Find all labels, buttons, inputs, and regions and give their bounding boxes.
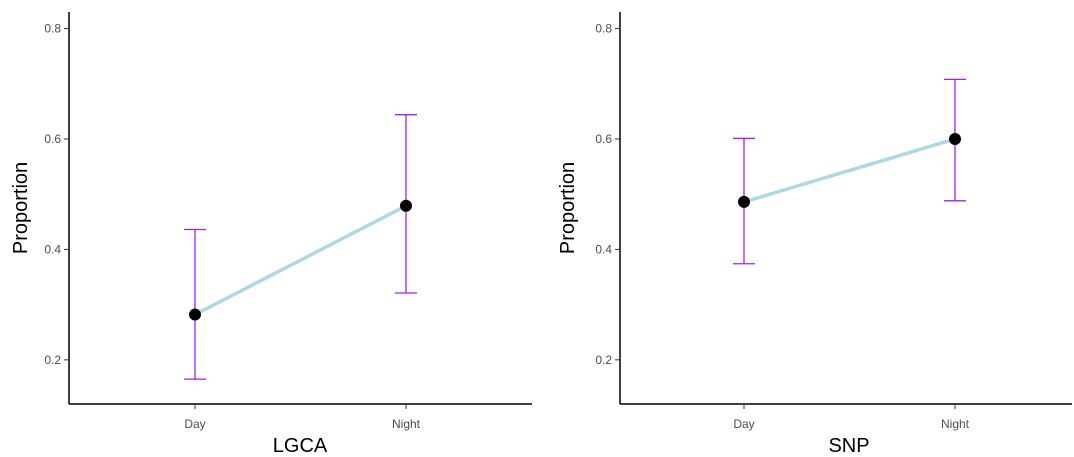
- y-axis-title: Proportion: [10, 162, 32, 254]
- series-line: [193, 204, 408, 317]
- chart-panel-lgca: 0.2 0.4 0.6 0.8 Day Night LGCA Proportion: [10, 12, 532, 457]
- y-axis-title: Proportion: [557, 162, 579, 254]
- y-tick-label: 0.4: [595, 242, 612, 256]
- y-tick-label: 0.6: [595, 132, 612, 146]
- data-point: [949, 132, 961, 145]
- x-axis-title: LGCA: [273, 435, 328, 457]
- y-tick-label: 0.4: [44, 242, 61, 256]
- y-tick-label: 0.2: [595, 353, 612, 367]
- chart-panel-snp: 0.2 0.4 0.6 0.8 Day Night SNP Proportion: [557, 12, 1072, 457]
- y-tick-label: 0.6: [44, 132, 61, 146]
- x-tick-label: Day: [733, 417, 754, 431]
- y-tick-label: 0.8: [44, 22, 61, 36]
- error-bar: [184, 228, 206, 380]
- x-tick-label: Day: [184, 417, 205, 431]
- data-point: [400, 199, 412, 212]
- data-point: [738, 195, 750, 208]
- y-tick-label: 0.2: [44, 353, 61, 367]
- y-tick-label: 0.8: [595, 22, 612, 36]
- x-tick-label: Night: [392, 417, 421, 431]
- x-tick-label: Night: [941, 417, 970, 431]
- series-line: [742, 137, 957, 204]
- data-point: [189, 308, 201, 321]
- x-axis-title: SNP: [828, 435, 869, 457]
